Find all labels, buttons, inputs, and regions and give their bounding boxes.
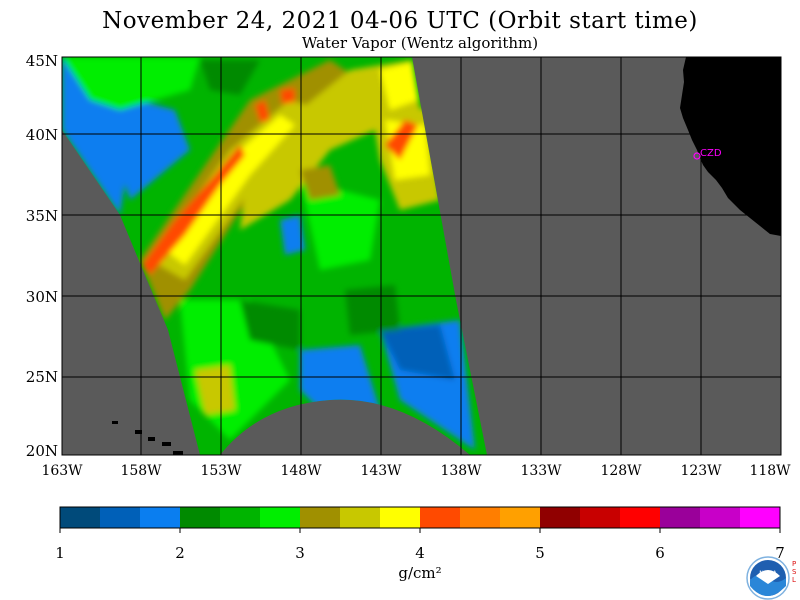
- station-label: CZD: [700, 148, 722, 159]
- lat-label-20n: 20N: [25, 442, 58, 460]
- hawaiian-islands: [112, 421, 183, 455]
- colorbar-swatch: [300, 507, 341, 528]
- colorbar-label-1: 1: [55, 544, 65, 562]
- colorbar-swatch: [500, 507, 541, 528]
- colorbar-label-5: 5: [535, 544, 545, 562]
- colorbar-label-7: 7: [775, 544, 785, 562]
- lon-label-128w: 128W: [600, 463, 642, 479]
- lon-label-118w: 118W: [749, 463, 791, 479]
- lat-label-35n: 35N: [25, 207, 58, 225]
- land-mass: [680, 57, 781, 236]
- colorbar-swatch: [140, 507, 181, 528]
- noaa-logo: NOAA: [746, 556, 790, 600]
- colorbar-swatch: [220, 507, 261, 528]
- colorbar-swatch: [460, 507, 501, 528]
- colorbar-swatch: [380, 507, 421, 528]
- lat-label-45n: 45N: [25, 52, 58, 70]
- colorbar-swatch: [100, 507, 141, 528]
- station-marker-icon: [693, 152, 701, 160]
- lon-label-163w: 163W: [41, 463, 83, 479]
- lat-label-30n: 30N: [25, 288, 58, 306]
- colorbar-swatch: [260, 507, 301, 528]
- colorbar: [60, 507, 781, 528]
- lat-label-25n: 25N: [25, 368, 58, 386]
- lon-label-153w: 153W: [200, 463, 242, 479]
- colorbar-swatch: [620, 507, 661, 528]
- colorbar-ticks: [59, 528, 781, 533]
- lon-label-133w: 133W: [520, 463, 562, 479]
- lon-label-158w: 158W: [120, 463, 162, 479]
- lat-lon-grid: [62, 57, 781, 455]
- colorbar-swatch: [740, 507, 781, 528]
- colorbar-swatch: [340, 507, 381, 528]
- colorbar-swatch: [60, 507, 101, 528]
- colorbar-label-3: 3: [295, 544, 305, 562]
- colorbar-label-2: 2: [175, 544, 185, 562]
- colorbar-swatch: [660, 507, 701, 528]
- lon-label-143w: 143W: [360, 463, 402, 479]
- colorbar-swatch: [540, 507, 581, 528]
- lon-label-123w: 123W: [680, 463, 722, 479]
- colorbar-swatch: [180, 507, 221, 528]
- logo-text: NOAA: [759, 570, 777, 577]
- colorbar-units: g/cm²: [398, 564, 442, 582]
- colorbar-swatch: [700, 507, 741, 528]
- lon-label-148w: 148W: [280, 463, 322, 479]
- lat-label-40n: 40N: [25, 126, 58, 144]
- lon-label-138w: 138W: [440, 463, 482, 479]
- map-frame: [61, 56, 782, 456]
- map-subtitle: Water Vapor (Wentz algorithm): [301, 34, 539, 52]
- colorbar-label-4: 4: [415, 544, 425, 562]
- colorbar-swatch: [420, 507, 461, 528]
- map-title: November 24, 2021 04-06 UTC (Orbit start…: [102, 8, 698, 34]
- colorbar-swatch: [580, 507, 621, 528]
- colorbar-label-6: 6: [655, 544, 665, 562]
